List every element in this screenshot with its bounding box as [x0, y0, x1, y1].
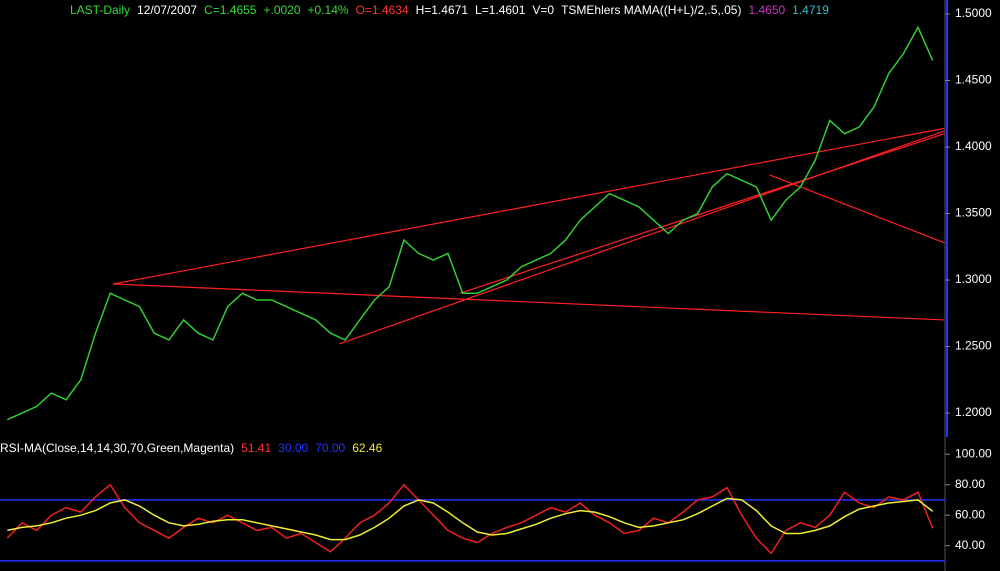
header-text: O=1.4634: [355, 3, 409, 17]
header-text: 1.4650: [748, 3, 786, 17]
header-text: +0.14%: [307, 3, 349, 17]
header-text: 12/07/2007: [137, 3, 198, 17]
header-text: C=1.4655: [204, 3, 257, 17]
header-text: L=1.4601: [475, 3, 526, 17]
y-tick-label: 1.2000: [955, 405, 992, 419]
y-tick-label: 100.00: [955, 446, 992, 460]
header-text: +.0020: [263, 3, 301, 17]
y-tick-label: 1.3000: [955, 272, 992, 286]
y-tick-label: 40.00: [955, 538, 985, 552]
header-text: 62.46: [352, 441, 383, 455]
trendline: [113, 283, 945, 321]
y-tick-label: 1.4500: [955, 73, 992, 87]
header-text: RSI-MA(Close,14,14,30,70,Green,Magenta): [0, 441, 235, 455]
y-tick-label: 1.5000: [955, 6, 992, 20]
header-text: LAST-Daily: [70, 3, 131, 17]
y-tick-label: 1.2500: [955, 339, 992, 353]
header-text: H=1.4671: [415, 3, 469, 17]
header-text: 51.41: [241, 441, 272, 455]
rsi-header: RSI-MA(Close,14,14,30,70,Green,Magenta) 5…: [0, 441, 382, 455]
trendline: [112, 127, 945, 285]
header-text: TSMEhlers MAMA((H+L)/2,.5,.05): [561, 3, 742, 17]
level-label: 30.00: [278, 441, 309, 455]
y-tick-label: 80.00: [955, 477, 985, 491]
header-text: 1.4719: [792, 3, 829, 17]
trendline: [769, 174, 945, 244]
y-tick-label: 1.4000: [955, 139, 992, 153]
trendline: [459, 133, 945, 294]
level-label: 70.00: [315, 441, 346, 455]
header-text: V=0: [532, 3, 555, 17]
series-line: [6, 25, 934, 421]
y-tick-label: 1.3500: [955, 206, 992, 220]
series-line: [6, 483, 934, 555]
series-line: [7, 497, 934, 541]
y-tick-label: 60.00: [955, 507, 985, 521]
price-header: LAST-Daily 12/07/2007 C=1.4655 +.0020 +0.14%…: [70, 3, 829, 17]
